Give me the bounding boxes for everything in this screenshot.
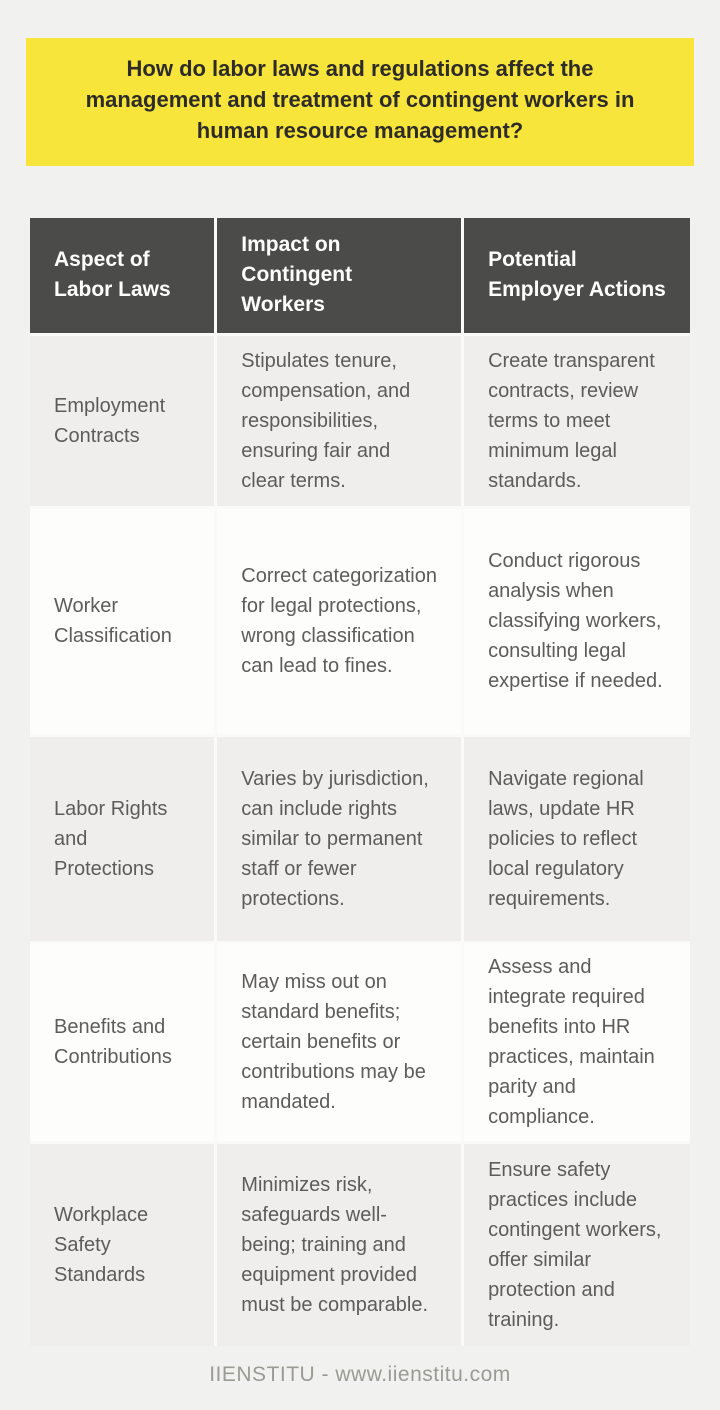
aspect-label: Labor Rights and Protections bbox=[54, 797, 168, 880]
impact-text: Correct categorization for legal protect… bbox=[241, 565, 437, 678]
actions-text: Conduct rigorous analysis when classifyi… bbox=[488, 550, 663, 693]
impact-cell: Correct categorization for legal protect… bbox=[217, 508, 462, 734]
aspect-cell-employment-contracts: Employment Contracts bbox=[30, 335, 215, 506]
aspect-cell-labor-rights: Labor Rights and Protections bbox=[30, 736, 215, 941]
column-header-impact: Impact on Contingent Workers bbox=[217, 217, 462, 333]
aspect-label: Employment Contracts bbox=[54, 394, 166, 447]
aspect-cell-workplace-safety: Workplace Safety Standards bbox=[30, 1143, 215, 1346]
aspect-cell-worker-classification: Worker Classification bbox=[30, 508, 215, 734]
aspect-label: Worker Classification bbox=[54, 595, 172, 648]
actions-cell: Conduct rigorous analysis when classifyi… bbox=[464, 508, 690, 734]
actions-text: Assess and integrate required benefits i… bbox=[488, 956, 655, 1129]
footer-credit: IIENSTITU - www.iienstitu.com bbox=[209, 1362, 511, 1386]
impact-cell: May miss out on standard benefits; certa… bbox=[217, 943, 462, 1141]
actions-cell: Create transparent contracts, review ter… bbox=[464, 335, 690, 506]
column-header-actions: Potential Employer Actions bbox=[464, 217, 690, 333]
actions-text: Ensure safety practices include continge… bbox=[488, 1158, 662, 1331]
actions-cell: Navigate regional laws, update HR polici… bbox=[464, 736, 690, 941]
aspect-label: Workplace Safety Standards bbox=[54, 1203, 149, 1286]
column-header-label: Impact on Contingent Workers bbox=[241, 232, 353, 317]
labor-laws-table: Aspect of Labor Laws Impact on Contingen… bbox=[30, 217, 690, 1346]
impact-text: May miss out on standard benefits; certa… bbox=[241, 971, 426, 1114]
actions-cell: Ensure safety practices include continge… bbox=[464, 1143, 690, 1346]
actions-text: Navigate regional laws, update HR polici… bbox=[488, 767, 644, 910]
impact-text: Varies by jurisdiction, can include righ… bbox=[241, 767, 429, 910]
column-header-label: Potential Employer Actions bbox=[488, 247, 666, 302]
impact-cell: Minimizes risk, safeguards well-being; t… bbox=[217, 1143, 462, 1346]
impact-text: Minimizes risk, safeguards well-being; t… bbox=[241, 1173, 429, 1316]
impact-text: Stipulates tenure, compensation, and res… bbox=[241, 349, 411, 492]
column-header-label: Aspect of Labor Laws bbox=[54, 247, 171, 302]
actions-text: Create transparent contracts, review ter… bbox=[488, 349, 655, 492]
impact-cell: Stipulates tenure, compensation, and res… bbox=[217, 335, 462, 506]
aspect-cell-benefits-contributions: Benefits and Contributions bbox=[30, 943, 215, 1141]
impact-cell: Varies by jurisdiction, can include righ… bbox=[217, 736, 462, 941]
title-banner: How do labor laws and regulations affect… bbox=[26, 38, 694, 166]
page-title: How do labor laws and regulations affect… bbox=[85, 56, 635, 144]
actions-cell: Assess and integrate required benefits i… bbox=[464, 943, 690, 1141]
aspect-label: Benefits and Contributions bbox=[54, 1016, 172, 1069]
column-header-aspect: Aspect of Labor Laws bbox=[30, 217, 215, 333]
